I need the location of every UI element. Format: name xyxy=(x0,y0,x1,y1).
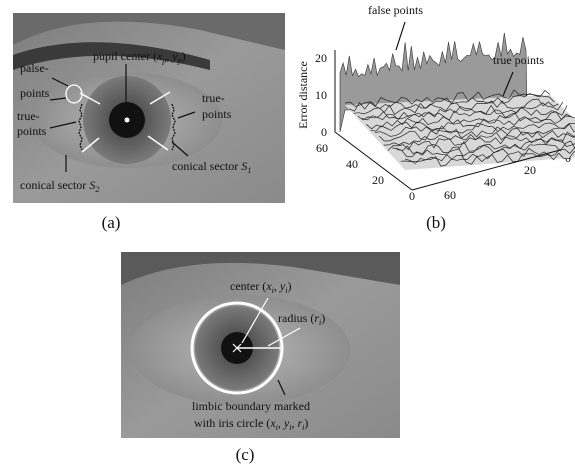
pupil-center-dot xyxy=(125,118,130,123)
axis-title: Error distance xyxy=(296,61,310,129)
x-tick-label: 60 xyxy=(444,188,456,202)
annotation: points xyxy=(202,107,232,121)
arrow xyxy=(396,22,405,50)
annotation: true- xyxy=(17,109,40,123)
text: ) xyxy=(182,49,186,63)
annotation: true- xyxy=(202,91,225,105)
caption: (a) xyxy=(102,213,121,232)
text: center ( xyxy=(230,279,266,293)
y-tick-label: 40 xyxy=(346,157,358,171)
x-tick-label: 20 xyxy=(524,163,536,177)
annotation: center (xi, yi) xyxy=(230,279,291,295)
text: true- xyxy=(17,109,40,123)
figure: palse- points true- points true- points … xyxy=(0,0,575,466)
caption: (b) xyxy=(426,213,446,232)
z-tick-label: 20 xyxy=(315,51,327,65)
text: points xyxy=(202,107,232,121)
annotation: with iris circle (xi, yi, ri) xyxy=(194,416,308,432)
text: palse- xyxy=(20,61,49,75)
annotation: conical sector S1 xyxy=(172,159,251,175)
text: 1 xyxy=(247,166,251,175)
panel-c: center (xi, yi) radius (ri) limbic bound… xyxy=(121,252,400,464)
annotation: false points xyxy=(368,3,423,17)
y-tick-label: 0 xyxy=(409,189,415,203)
y-tick-label: 60 xyxy=(316,141,328,155)
z-tick-label: 0 xyxy=(321,125,327,139)
annotation: points xyxy=(17,124,47,138)
text: conical sector xyxy=(172,159,241,173)
text: with iris circle ( xyxy=(194,416,270,430)
text: points xyxy=(17,124,47,138)
text: ) xyxy=(321,311,325,325)
caption: (c) xyxy=(236,445,255,464)
panel-b: 6040200020406020100 Error distance false… xyxy=(296,3,575,232)
text: radius ( xyxy=(278,311,314,325)
annotation: conical sector S2 xyxy=(20,178,99,194)
text: true- xyxy=(202,91,225,105)
text: points xyxy=(20,86,50,100)
text: pupil center ( xyxy=(93,49,157,63)
annotation: limbic boundary marked xyxy=(192,399,310,413)
panel-a: palse- points true- points true- points … xyxy=(13,13,285,232)
z-tick-label: 10 xyxy=(315,88,327,102)
y-tick-label: 20 xyxy=(372,173,384,187)
annotation: palse- xyxy=(20,61,49,75)
annotation: true points xyxy=(493,53,544,67)
text: ) xyxy=(304,416,308,430)
text: conical sector xyxy=(20,178,89,192)
text: ) xyxy=(287,279,291,293)
text: 2 xyxy=(95,185,99,194)
x-tick-label: 40 xyxy=(484,175,496,189)
annotation: pupil center (xp, yp) xyxy=(93,49,186,65)
annotation: radius (ri) xyxy=(278,311,325,327)
annotation: points xyxy=(20,86,50,100)
